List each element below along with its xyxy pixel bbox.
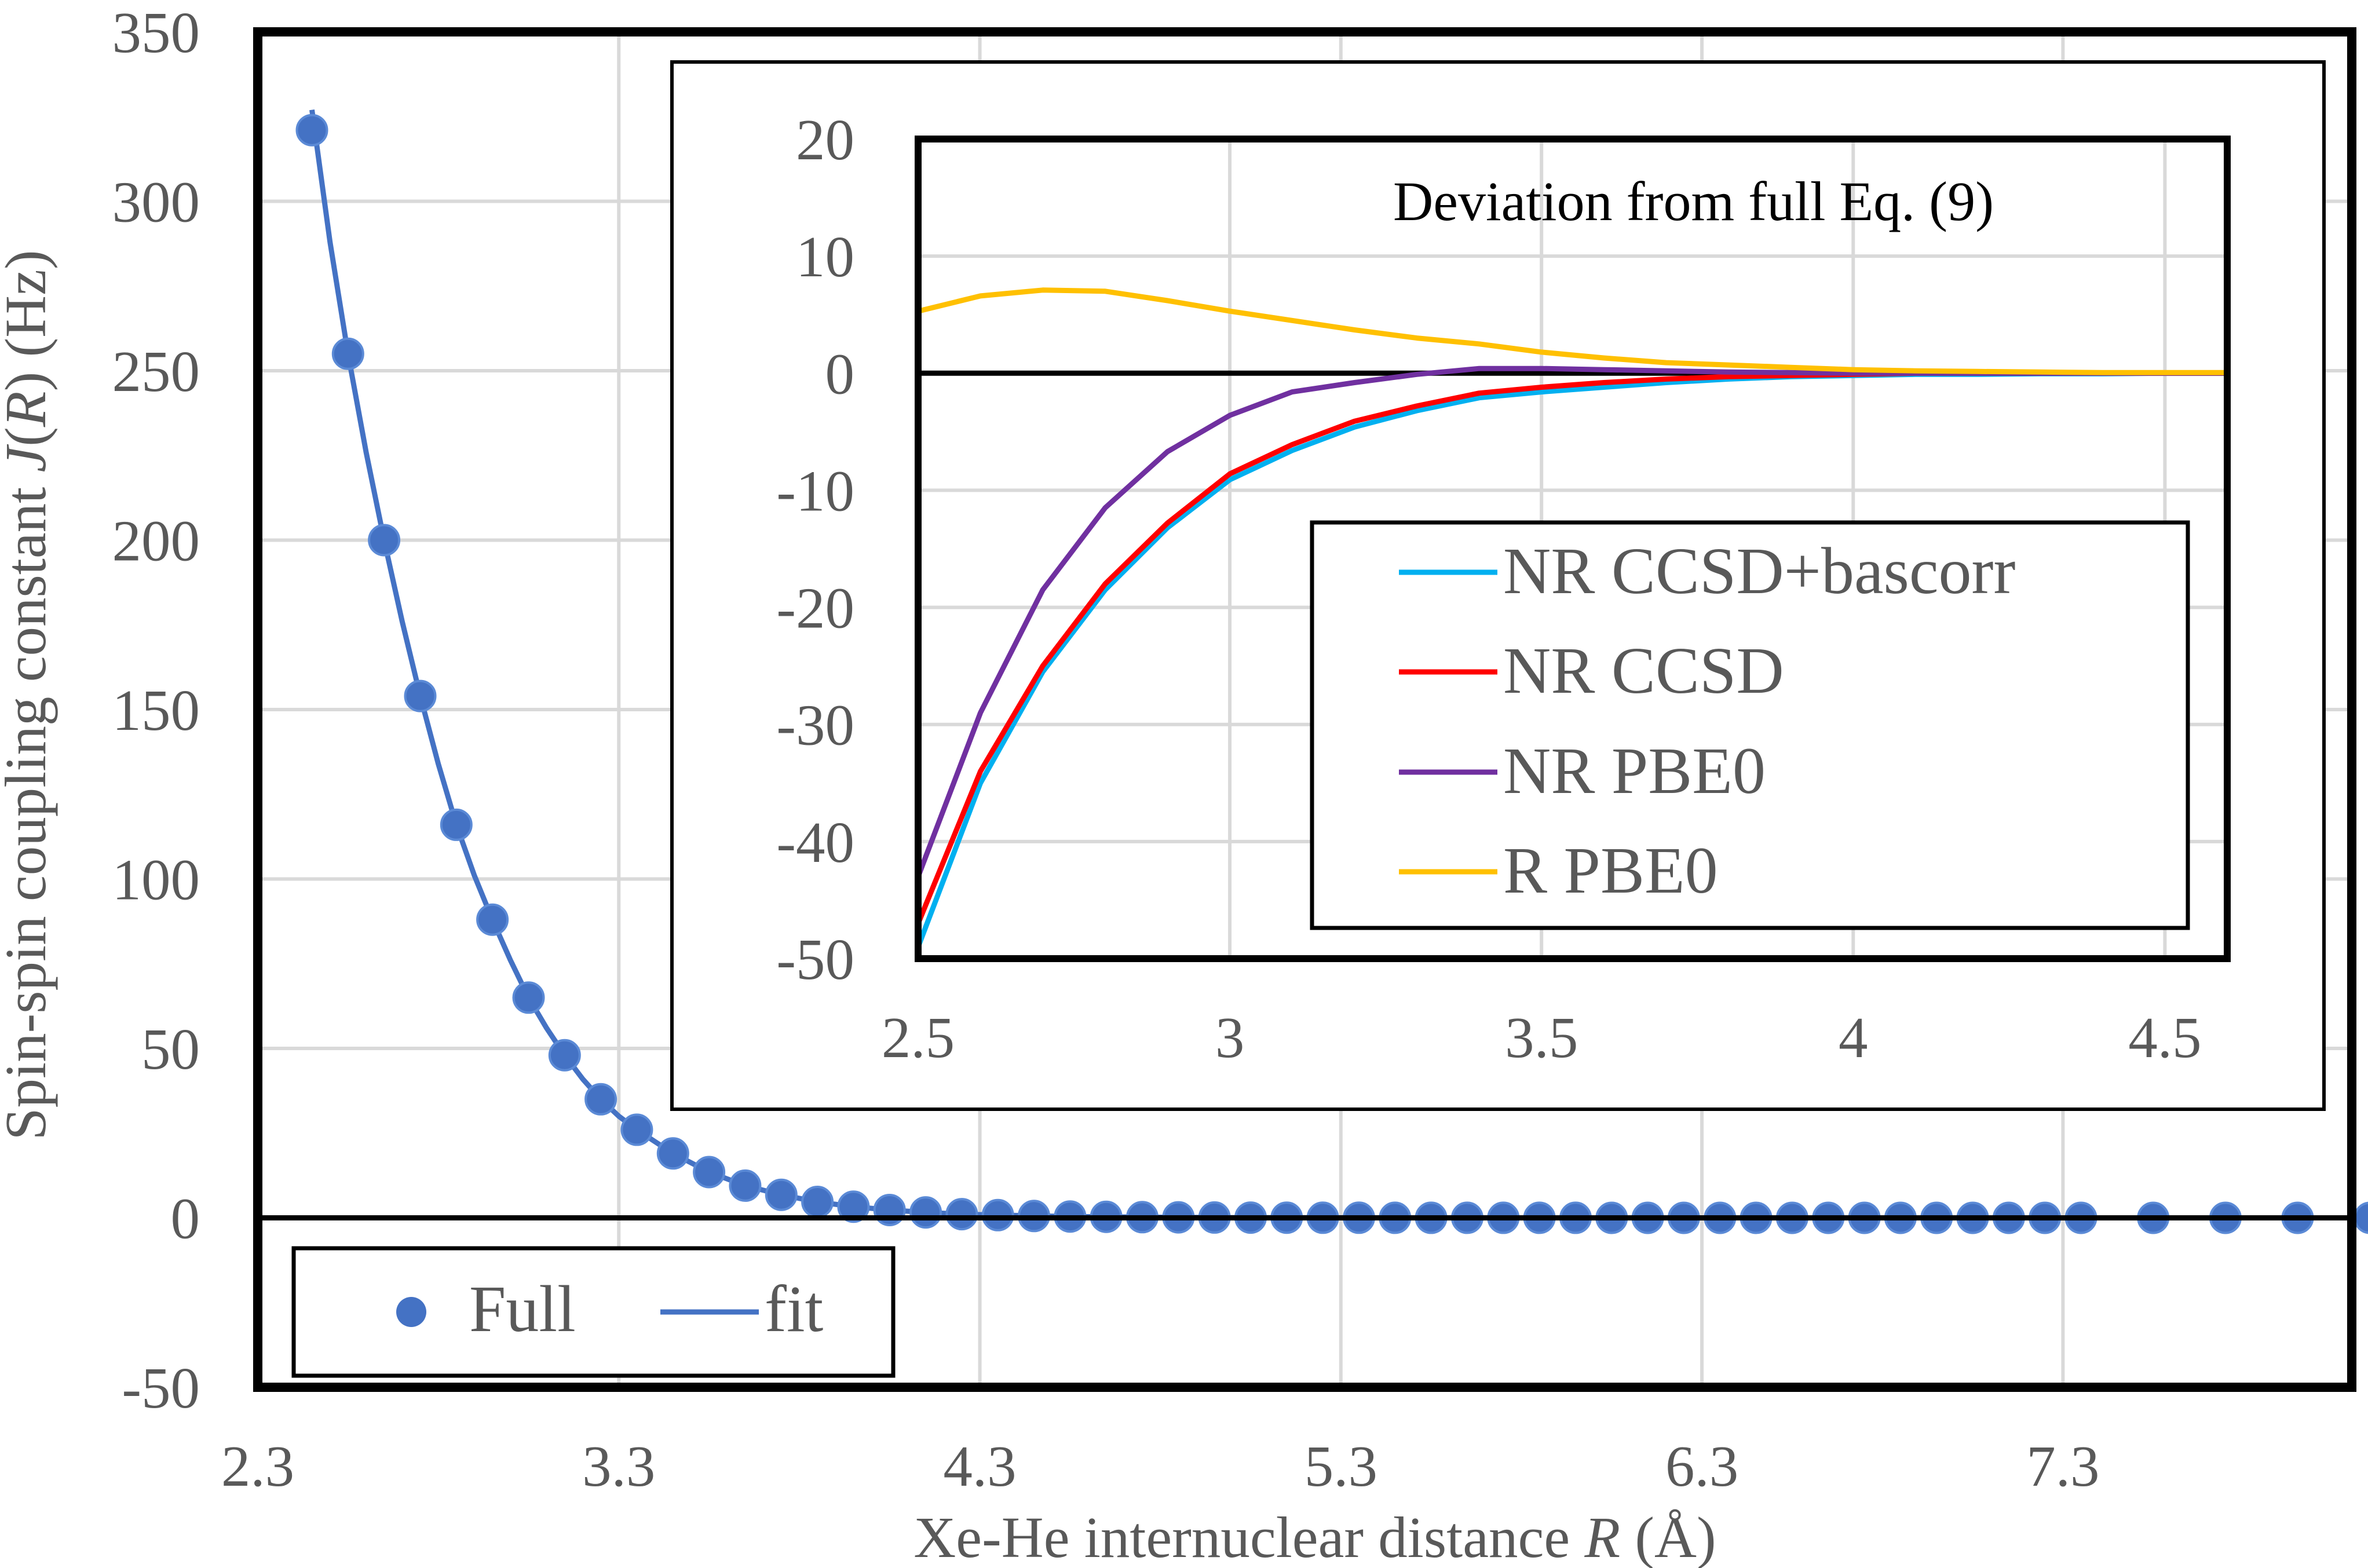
inset-ytick-3: -20 [776, 576, 854, 641]
main-ytick-8: 350 [112, 0, 200, 65]
full-point-6 [512, 981, 545, 1014]
full-point-17 [909, 1196, 942, 1229]
inset-xtick-4: 4.5 [2128, 1005, 2201, 1070]
main-x-tick-labels: 2.3 3.3 4.3 5.3 6.3 7.3 [221, 1434, 2100, 1498]
inset-legend: NR CCSD+bascorr NR CCSD NR PBE0 R PBE0 [1310, 520, 2190, 930]
main-ytick-1: 0 [171, 1186, 200, 1251]
main-ytick-7: 300 [112, 170, 200, 235]
x-title-var: R [1584, 1505, 1620, 1568]
main-xtick-1: 3.3 [582, 1434, 655, 1498]
inset-ytick-0: -50 [776, 927, 854, 992]
main-ytick-5: 200 [112, 509, 200, 573]
full-point-7 [548, 1039, 581, 1072]
main-ytick-3: 100 [112, 847, 200, 912]
legend-nr-ccsd-label: NR CCSD [1503, 634, 1784, 707]
main-xtick-4: 6.3 [1665, 1434, 1738, 1498]
full-point-19 [981, 1198, 1014, 1231]
main-ytick-4: 150 [112, 678, 200, 743]
legend-nr-ccsd-bascorr-label: NR CCSD+bascorr [1503, 534, 2015, 608]
full-point-3 [404, 679, 437, 712]
full-point-13 [765, 1178, 798, 1211]
inset-x-tick-labels: 2.5 3 3.5 4 4.5 [882, 1005, 2202, 1070]
main-legend: Full fit [291, 1246, 896, 1378]
full-point-5 [476, 903, 509, 936]
full-point-2 [368, 524, 401, 557]
x-title-unit: (Å) [1620, 1505, 1716, 1568]
main-x-axis-title: Xe-He internuclear distance R (Å) [913, 1505, 1716, 1568]
full-point-1 [331, 337, 364, 370]
full-point-15 [837, 1190, 870, 1223]
full-point-8 [584, 1083, 617, 1116]
inset-ytick-5: 0 [825, 341, 855, 406]
inset-plot-frame [915, 136, 2231, 962]
inset-ytick-4: -10 [776, 458, 854, 523]
inset-legend-box [1310, 520, 2190, 930]
inset-xtick-0: 2.5 [882, 1005, 955, 1070]
full-point-0 [295, 114, 328, 147]
inset-title: Deviation from full Eq. (9) [1393, 170, 1994, 232]
main-xtick-2: 4.3 [943, 1434, 1016, 1498]
main-legend-box [291, 1246, 896, 1378]
y-title-paren: ( [0, 427, 58, 447]
inset-xtick-3: 4 [1839, 1005, 1868, 1070]
y-title-var2: R [0, 391, 58, 427]
y-title-part1: Spin-spin coupling constant [0, 473, 58, 1141]
legend-nr-pbe0-label: NR PBE0 [1503, 734, 1766, 807]
main-ytick-2: 50 [141, 1017, 200, 1081]
full-point-4 [440, 808, 473, 841]
inset-ytick-7: 20 [796, 107, 854, 172]
main-ytick-0: -50 [122, 1355, 200, 1420]
full-point-10 [656, 1137, 689, 1170]
full-point-11 [693, 1156, 726, 1189]
inset-xtick-2: 3.5 [1505, 1005, 1578, 1070]
full-point-9 [620, 1113, 653, 1146]
y-title-var: J [0, 444, 58, 473]
main-y-axis-title: Spin-spin coupling constant J(R) (Hz) [0, 250, 58, 1140]
legend-r-pbe0-label: R PBE0 [1503, 834, 1718, 907]
y-title-unit: ) (Hz) [0, 250, 58, 391]
inset-ytick-2: -30 [776, 693, 854, 758]
main-y-tick-labels: -50 0 50 100 150 200 250 300 350 [112, 0, 200, 1420]
full-point-12 [729, 1169, 762, 1202]
inset-line-r-pbe0 [917, 287, 2227, 375]
full-point-18 [945, 1198, 978, 1231]
full-point-14 [801, 1186, 834, 1218]
main-ytick-6: 250 [112, 339, 200, 404]
main-xtick-5: 7.3 [2026, 1434, 2099, 1498]
main-xtick-3: 5.3 [1304, 1434, 1377, 1498]
inset-ytick-1: -40 [776, 810, 854, 875]
inset-series-lines [915, 287, 2227, 948]
inset-ytick-6: 10 [796, 224, 854, 289]
inset-xtick-1: 3 [1215, 1005, 1245, 1070]
main-plot-frame [253, 27, 2356, 1392]
inset-y-tick-labels: -50 -40 -30 -20 -10 0 10 20 [776, 107, 854, 992]
legend-fit-label: fit [765, 1272, 823, 1346]
x-title-part1: Xe-He internuclear distance [913, 1505, 1584, 1568]
full-point-16 [873, 1194, 906, 1226]
legend-full-label: Full [469, 1272, 576, 1346]
legend-full-marker [396, 1297, 426, 1327]
main-xtick-0: 2.3 [221, 1434, 294, 1498]
